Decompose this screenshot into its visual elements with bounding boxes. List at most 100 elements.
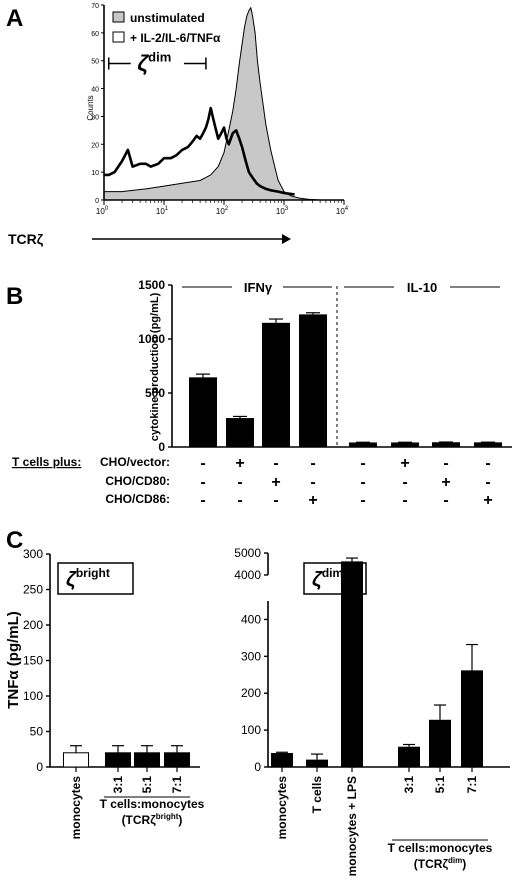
c-left-group-label: T cells:monocytes [100, 797, 205, 811]
c-right-bar [461, 670, 483, 767]
c-left-bar [105, 752, 131, 768]
c-left-ytick-label: 250 [23, 583, 43, 597]
b-bar [474, 442, 502, 447]
a-xlabel-text: TCRζ [8, 231, 44, 247]
b-cond-mark: - [485, 455, 490, 472]
c-left-xtick-label: 7:1 [170, 776, 184, 794]
a-ytick-label: 60 [91, 31, 99, 38]
c-left-sub-close: ) [178, 813, 182, 827]
b-ytick-label: 500 [145, 386, 165, 400]
a-ytick-label: 50 [91, 59, 99, 66]
b-cond-mark: + [400, 455, 409, 472]
b-cond-mark: - [237, 492, 242, 509]
c-left-sub-suffix: bright [156, 812, 179, 821]
b-group-label: IL-10 [407, 280, 437, 295]
b-bar [349, 442, 377, 447]
c-right-xtick-label: 5:1 [433, 776, 447, 794]
c-right-legend-suffix: dim [322, 566, 343, 580]
c-left-legend-prefix: ζ [66, 569, 77, 591]
a-legend-swatch-unstimulated [112, 11, 125, 23]
b-cond-mark: + [235, 455, 244, 472]
a-ytick-label: 40 [91, 87, 99, 94]
c-left-group-sublabel: (TCRζbright) [122, 812, 183, 827]
b-bar [391, 442, 419, 447]
panel-label-a: A [6, 5, 23, 32]
a-xlabel: TCRζ [8, 231, 44, 247]
c-left-ytick-label: 150 [23, 654, 43, 668]
bar-chart-panel-c-left: TNFα (pg/mL) ζbright T cells:monocytes (… [5, 547, 205, 839]
bar-chart-panel-b: cytokine production (pg/mL) T cells plus… [12, 278, 512, 509]
a-annotation-zeta-dim: ζdim [137, 50, 171, 76]
c-left-ytick-label: 50 [30, 725, 44, 739]
c-left-xtick-label: 3:1 [111, 776, 125, 794]
b-cond-mark: - [402, 474, 407, 491]
b-cond-mark: - [237, 474, 242, 491]
c-right-bar [341, 561, 363, 767]
b-cond-mark: - [200, 492, 205, 509]
b-cond-mark: - [485, 474, 490, 491]
a-ytick-label: 30 [91, 114, 99, 121]
c-right-ytick-label: 100 [241, 723, 261, 737]
a-xtick-label: 100 [96, 206, 109, 216]
c-right-legend-prefix: ζ [312, 569, 323, 591]
b-cond-label: CHO/CD80: [105, 474, 170, 488]
b-ylabel: cytokine production (pg/mL) [149, 292, 161, 441]
c-left-xtick-label: monocytes [69, 776, 83, 840]
c-left-bar [164, 752, 190, 768]
a-ytick-label: 20 [91, 142, 99, 149]
b-cond-mark: - [200, 455, 205, 472]
b-ytick-label: 1500 [138, 278, 165, 292]
c-right-bar [271, 752, 293, 767]
c-left-legend-box [57, 562, 134, 595]
bar-chart-panel-c-right: ζdim T cells:monocytes (TCRζdim) 0100200… [234, 546, 510, 876]
a-xlabel-arrow [92, 234, 291, 244]
b-ytick-label: 1000 [138, 332, 165, 346]
b-bar [226, 418, 254, 447]
a-ytick-label: 0 [95, 198, 99, 205]
b-cond-mark: - [443, 455, 448, 472]
c-right-legend: ζdim [312, 566, 343, 591]
b-cond-mark: - [360, 455, 365, 472]
b-cond-mark: - [360, 474, 365, 491]
a-xtick-label: 102 [216, 206, 229, 216]
a-ytick-label: 70 [91, 3, 99, 10]
b-cond-mark: - [402, 492, 407, 509]
c-right-bar [306, 759, 328, 767]
c-right-xtick-label: 7:1 [465, 776, 479, 794]
c-right-bar [398, 746, 420, 767]
c-left-ytick-label: 100 [23, 689, 43, 703]
c-left-ytick-label: 300 [23, 547, 43, 561]
b-bar [262, 322, 290, 447]
a-xtick-exponent: 3 [285, 206, 289, 212]
c-left-ytick-label: 200 [23, 618, 43, 632]
b-cond-mark: - [273, 492, 278, 509]
c-right-sub-suffix: dim [448, 856, 462, 865]
b-cond-label: CHO/CD86: [105, 492, 170, 506]
c-left-xtick-label: 5:1 [140, 776, 154, 794]
c-left-bar [63, 752, 89, 768]
a-ylabel: Counts [86, 95, 95, 120]
c-right-ytick-label: 0 [254, 760, 261, 774]
a-xtick-label: 101 [156, 206, 169, 216]
b-cond-mark: + [308, 492, 317, 509]
c-left-legend: ζbright [66, 566, 110, 591]
c-right-sub-close: ) [462, 857, 466, 871]
a-xtick-label: 103 [276, 206, 289, 216]
b-group-label: IFNγ [244, 280, 273, 295]
a-annotation-prefix: ζ [137, 51, 149, 76]
c-right-ytick-label: 400 [241, 612, 261, 626]
a-ytick-label: 10 [91, 170, 99, 177]
c-left-sub-prefix: (TCRζ [122, 813, 157, 827]
a-xtick-label: 104 [336, 206, 349, 216]
c-left-ylabel: TNFα (pg/mL) [5, 611, 22, 709]
c-right-ytick-label: 4000 [234, 568, 261, 582]
c-right-xtick-label: monocytes [275, 776, 289, 840]
a-annotation-suffix: dim [148, 50, 171, 65]
b-ytick-label: 0 [158, 440, 165, 454]
a-xtick-exponent: 1 [165, 206, 169, 212]
a-xtick-exponent: 0 [105, 206, 109, 212]
c-right-bar [429, 719, 451, 767]
b-cond-mark: - [273, 455, 278, 472]
c-right-sub-prefix: (TCRζ [414, 857, 449, 871]
